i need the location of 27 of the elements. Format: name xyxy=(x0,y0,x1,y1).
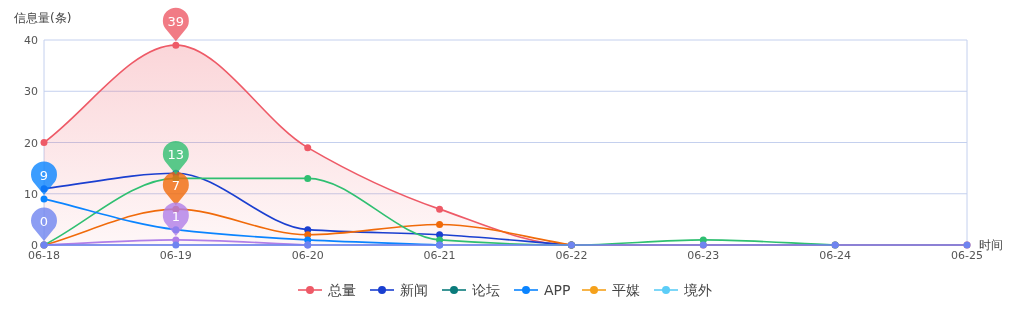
data-label: 9 xyxy=(39,167,49,183)
x-tick-label: 06-18 xyxy=(28,249,60,262)
y-tick-label: 10 xyxy=(24,187,38,201)
data-label: 7 xyxy=(171,178,180,194)
y-tick-label: 40 xyxy=(24,34,38,47)
legend-label: 总量 xyxy=(327,282,356,298)
x-tick-label: 06-22 xyxy=(555,249,588,262)
legend-label: 境外 xyxy=(683,282,712,298)
legend-label: APP xyxy=(544,282,571,298)
data-label: 0 xyxy=(39,214,49,229)
data-label: 1 xyxy=(171,208,180,224)
y-tick-label: 30 xyxy=(24,85,38,99)
y-tick-label: 20 xyxy=(24,136,38,150)
x-tick-label: 06-21 xyxy=(423,249,456,262)
y-axis-title: 信息量(条) xyxy=(14,11,72,25)
x-tick-label: 06-23 xyxy=(687,249,720,262)
y-tick-label: 0 xyxy=(31,239,38,252)
x-tick-label: 06-20 xyxy=(291,249,324,262)
x-tick-label: 06-24 xyxy=(819,249,852,262)
x-tick-label: 06-25 xyxy=(951,249,983,262)
data-label: 39 xyxy=(167,14,185,30)
x-tick-label: 06-19 xyxy=(159,249,192,262)
legend-label: 新闻 xyxy=(400,282,428,298)
legend-label: 论坛 xyxy=(472,282,500,298)
x-axis-title: 时间 xyxy=(979,238,1003,252)
legend-label: 平媒 xyxy=(612,282,640,298)
data-label: 13 xyxy=(167,147,185,163)
